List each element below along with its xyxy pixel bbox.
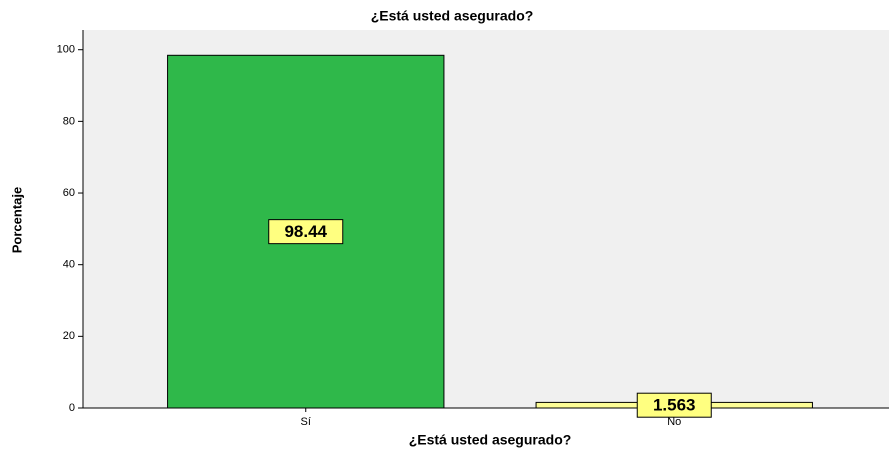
y-tick-label: 40 bbox=[63, 259, 75, 271]
x-axis-label: ¿Está usted asegurado? bbox=[409, 432, 572, 448]
y-tick-label: 60 bbox=[63, 187, 75, 199]
x-tick-label: No bbox=[667, 416, 681, 428]
value-label-box bbox=[268, 219, 344, 245]
y-tick-label: 0 bbox=[69, 402, 75, 414]
y-axis-label: Porcentaje bbox=[9, 187, 24, 253]
chart-title: ¿Está usted asegurado? bbox=[371, 8, 534, 24]
y-tick-label: 20 bbox=[63, 330, 75, 342]
value-label: 1.563 bbox=[653, 396, 696, 415]
value-label-box bbox=[636, 392, 712, 418]
y-tick-label: 80 bbox=[63, 115, 75, 127]
x-tick-label: Sí bbox=[301, 416, 311, 428]
y-tick-label: 100 bbox=[57, 44, 75, 56]
value-label: 98.44 bbox=[284, 222, 327, 241]
